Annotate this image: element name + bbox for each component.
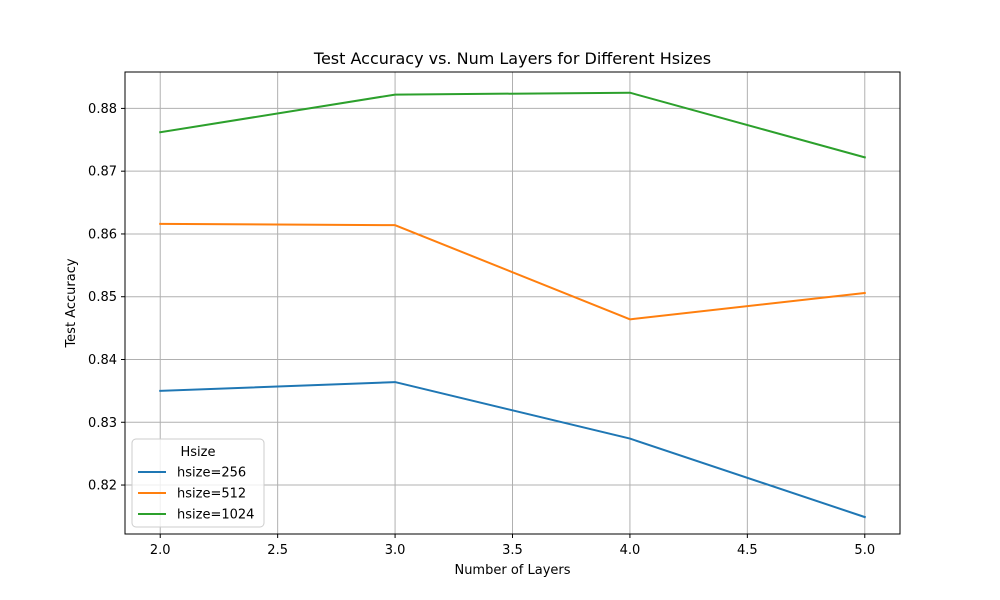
x-axis-label: Number of Layers [454, 563, 570, 578]
legend-label: hsize=512 [177, 487, 246, 502]
series-line-hsize-512 [159, 222, 866, 321]
y-tick-label: 0.82 [88, 479, 117, 494]
x-tick-label: 2.5 [267, 543, 288, 558]
y-axis-label: Test Accuracy [64, 258, 79, 348]
x-tick-label: 3.5 [502, 543, 523, 558]
x-tick-label: 3.0 [385, 543, 406, 558]
x-axis: 2.0 2.5 3.0 3.5 4.0 4.5 5.0 [150, 534, 875, 558]
legend-box [131, 438, 265, 528]
legend-label: hsize=1024 [177, 508, 254, 523]
y-tick-label: 0.87 [88, 165, 117, 180]
x-tick-label: 2.0 [150, 543, 171, 558]
y-axis: 0.82 0.83 0.84 0.85 0.86 0.87 0.88 [88, 102, 125, 494]
y-tick-label: 0.85 [88, 290, 117, 305]
legend: Hsize hsize=256 hsize=512 hsize=1024 [131, 438, 265, 528]
chart-title: Test Accuracy vs. Num Layers for Differe… [313, 49, 711, 68]
legend-title: Hsize [181, 445, 216, 460]
series-lines [159, 91, 867, 519]
x-tick-label: 4.0 [620, 543, 641, 558]
y-tick-label: 0.88 [88, 102, 117, 117]
legend-items: hsize=256 hsize=512 hsize=1024 [138, 466, 254, 523]
series-line-hsize-256 [159, 381, 867, 519]
x-tick-label: 5.0 [854, 543, 875, 558]
y-tick-label: 0.83 [88, 416, 117, 431]
series-line-hsize-1024 [159, 91, 866, 159]
x-tick-label: 4.5 [737, 543, 758, 558]
legend-label: hsize=256 [177, 466, 246, 481]
y-tick-label: 0.84 [88, 353, 117, 368]
y-tick-label: 0.86 [88, 227, 117, 242]
